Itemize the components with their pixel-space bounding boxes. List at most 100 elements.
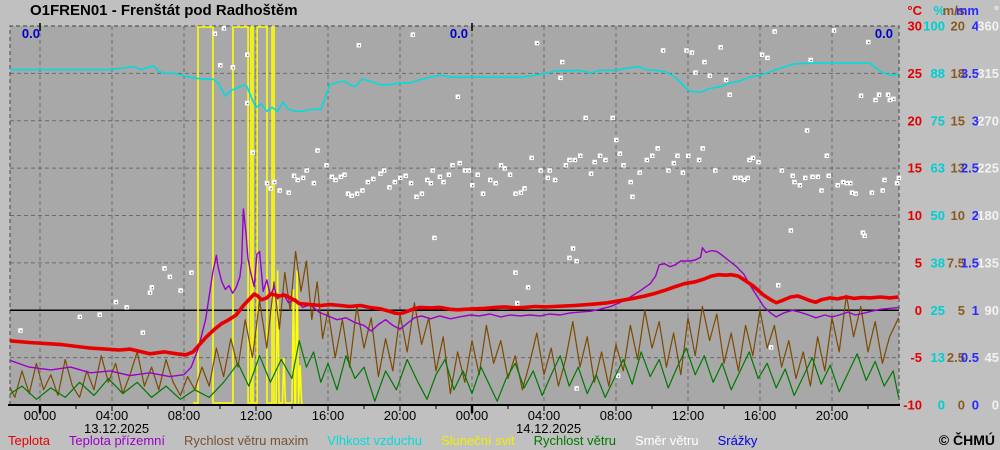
right-axis-value: 63 — [931, 161, 945, 176]
right-axis-value: 2.5 — [961, 161, 979, 176]
wind-direction-dot-center — [864, 235, 866, 237]
right-axis-value: 0 — [915, 303, 922, 318]
wind-direction-dot-center — [749, 159, 751, 162]
wind-direction-dot-center — [720, 47, 722, 49]
daily-precip-total: 0.0 — [875, 26, 893, 41]
right-axis-value: 3 — [972, 113, 979, 128]
wind-direction-dot-center — [821, 190, 823, 192]
wind-direction-dot-center — [878, 94, 881, 96]
wind-direction-dot-center — [630, 181, 632, 184]
wind-direction-dot-center — [99, 314, 101, 316]
wind-direction-dot-center — [520, 192, 522, 194]
wind-direction-dot-center — [232, 67, 234, 69]
wind-direction-dot-center — [247, 102, 249, 105]
wind-direction-dot-center — [639, 172, 641, 174]
wind-direction-dot-center — [547, 177, 549, 179]
wind-direction-dot-center — [770, 347, 773, 349]
wind-direction-dot-center — [851, 192, 854, 194]
right-axis-value: -10 — [903, 398, 922, 413]
wind-direction-dot-center — [860, 95, 863, 97]
right-axis-value: 180 — [977, 208, 999, 223]
right-axis-value: 13 — [951, 161, 965, 176]
wind-direction-dot-center — [569, 159, 571, 162]
wind-direction-dot-center — [151, 287, 153, 289]
wind-direction-dot-center — [799, 185, 801, 187]
wind-direction-dot-center — [306, 170, 308, 172]
wind-direction-dot-center — [794, 181, 796, 184]
wind-direction-dot-center — [605, 159, 607, 162]
wind-direction-dot-center — [837, 185, 839, 187]
wind-direction-dot-center — [562, 61, 564, 64]
wind-direction-dot-center — [616, 139, 618, 141]
wind-direction-dot-center — [517, 302, 519, 305]
right-axis-value: 5 — [958, 303, 965, 318]
wind-direction-dot-center — [576, 260, 578, 263]
right-axis-value: 1.5 — [961, 255, 979, 270]
wind-direction-dot-center — [383, 170, 386, 172]
wind-direction-dot-center — [169, 276, 171, 278]
wind-direction-dot-center — [452, 165, 454, 167]
right-axis-value: 0 — [958, 398, 965, 413]
wind-direction-dot-center — [482, 193, 485, 195]
right-axis-value: 88 — [931, 66, 945, 81]
max-wind-speed-line — [10, 250, 899, 398]
wind-speed-line — [10, 340, 899, 402]
wind-direction-dot-center — [509, 174, 512, 176]
right-axis-value: 270 — [977, 113, 999, 128]
wind-direction-dot-center — [623, 165, 625, 167]
wind-direction-dot-center — [812, 176, 814, 178]
wind-direction-dot-center — [164, 268, 166, 270]
right-axis-value: 30 — [908, 19, 922, 34]
wind-direction-dot-center — [457, 96, 459, 98]
wind-direction-dot-center — [893, 98, 895, 100]
wind-direction-dot-center — [549, 170, 551, 172]
wind-direction-dot-center — [806, 130, 809, 132]
wind-direction-dot-center — [527, 287, 530, 289]
wind-direction-dot-center — [468, 170, 470, 172]
wind-direction-dot-center — [448, 174, 450, 176]
right-axis-value: 0 — [992, 398, 999, 413]
wind-direction-dot-center — [79, 316, 81, 318]
wind-direction-dot-center — [500, 165, 503, 167]
right-axis-unit: m/s — [943, 3, 965, 18]
wind-direction-dot-center — [884, 179, 886, 182]
right-axis-value: 135 — [977, 255, 999, 270]
wind-direction-dot-center — [882, 190, 884, 192]
wind-direction-dot-center — [279, 190, 281, 192]
right-axis-value: 225 — [977, 161, 999, 176]
wind-direction-dot-center — [477, 174, 479, 176]
wind-direction-dot-center — [889, 99, 891, 101]
wind-direction-dot-center — [362, 190, 364, 192]
wind-direction-dot-center — [373, 178, 375, 180]
wind-direction-dot-center — [340, 176, 342, 178]
sunshine-trace — [193, 26, 303, 404]
wind-direction-dot-center — [367, 181, 369, 184]
time-label: 12:00 — [240, 408, 273, 423]
wind-direction-dot-center — [356, 193, 359, 195]
wind-direction-dot-center — [590, 173, 593, 175]
wind-direction-dot-center — [617, 375, 620, 377]
wind-direction-dot-center — [540, 170, 542, 172]
legend-item-2: Rychlost větru maxim — [184, 433, 309, 448]
right-axis-value: 10 — [951, 208, 965, 223]
date-label: 14.12.2025 — [516, 421, 581, 436]
chart-title: O1FREN01 - Frenštát pod Radhoštěm — [30, 2, 298, 19]
wind-direction-dot-center — [599, 155, 602, 157]
wind-direction-dot-center — [734, 177, 737, 179]
wind-direction-dot-center — [805, 177, 807, 179]
wind-direction-dot-center — [351, 195, 353, 197]
wind-direction-dot-center — [774, 31, 776, 33]
wind-direction-dot-center — [715, 170, 717, 172]
wind-direction-dot-center — [698, 159, 701, 162]
right-axis-unit: mm — [956, 3, 979, 18]
legend-item-6: Směr větru — [635, 433, 699, 448]
wind-direction-dot-center — [536, 42, 539, 45]
wind-direction-dot-center — [691, 52, 693, 54]
wind-direction-dot-center — [180, 290, 182, 292]
wind-direction-dot-center — [427, 179, 429, 182]
right-axis-value: 0.5 — [961, 350, 979, 365]
daily-precip-total: 0.0 — [450, 26, 468, 41]
wind-direction-dot-center — [274, 181, 276, 184]
wind-direction-dot-center — [223, 28, 225, 30]
wind-direction-dot-center — [565, 165, 567, 167]
